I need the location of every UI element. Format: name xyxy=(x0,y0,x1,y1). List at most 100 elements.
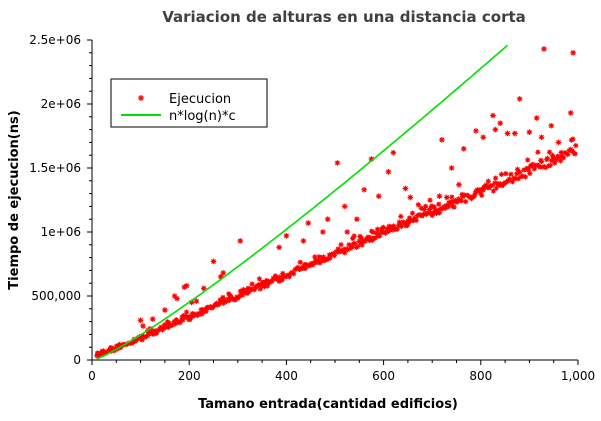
scatter-point xyxy=(210,258,217,265)
x-tick-label: 600 xyxy=(372,369,395,383)
scatter-point xyxy=(398,213,404,219)
scatter-point xyxy=(351,233,357,239)
scatter-point xyxy=(530,161,536,167)
scatter-point xyxy=(341,203,348,210)
scatter-point xyxy=(396,219,402,225)
scatter-point xyxy=(436,201,442,207)
scatter-point xyxy=(558,149,564,156)
scatter-point xyxy=(493,185,499,191)
scatter-point xyxy=(394,226,400,232)
scatter-point xyxy=(407,215,413,221)
scatter-point xyxy=(410,218,416,224)
y-axis-title: Tiempo de ejecucion(ns) xyxy=(7,110,22,289)
scatter-point xyxy=(548,122,555,129)
scatter-point xyxy=(305,220,312,226)
scatter-point xyxy=(352,240,358,247)
scatter-point xyxy=(428,210,434,216)
scatter-point xyxy=(543,164,549,171)
scatter-point xyxy=(517,169,523,175)
scatter-point xyxy=(565,151,571,158)
scatter-point xyxy=(531,166,537,172)
scatter-point xyxy=(240,286,246,293)
scatter-point xyxy=(171,293,178,299)
scatter-point xyxy=(276,244,282,251)
scatter-point xyxy=(483,182,489,188)
scatter-point xyxy=(427,197,433,203)
scatter-point xyxy=(320,229,326,235)
scatter-point xyxy=(199,311,205,317)
scatter-point xyxy=(354,216,360,222)
scatter-point xyxy=(401,220,408,226)
scatter-point xyxy=(461,192,467,198)
scatter-point xyxy=(432,207,438,213)
scatter-point xyxy=(232,297,238,303)
scatter-point xyxy=(369,237,376,243)
scatter-point xyxy=(327,255,333,261)
scatter-point xyxy=(573,142,579,149)
scatter-point xyxy=(279,277,285,283)
scatter-point xyxy=(431,204,437,210)
scatter-point xyxy=(508,171,514,177)
scatter-point xyxy=(535,149,541,155)
scatter-point xyxy=(377,233,383,239)
scatter-point xyxy=(259,283,265,289)
scatter-point xyxy=(546,149,553,155)
scatter-point xyxy=(206,304,212,311)
scatter-point xyxy=(527,170,533,177)
scatter-point xyxy=(342,250,348,256)
scatter-point xyxy=(318,255,324,261)
scatter-point xyxy=(188,299,195,306)
scatter-point xyxy=(506,176,513,182)
scatter-point xyxy=(151,331,157,337)
scatter-point xyxy=(374,226,381,232)
scatter-point xyxy=(249,281,255,287)
scatter-point xyxy=(173,317,179,323)
scatter-point xyxy=(512,176,518,182)
scatter-point xyxy=(137,317,144,324)
scatter-point xyxy=(429,203,435,210)
scatter-point xyxy=(398,223,405,230)
scatter-point xyxy=(552,160,558,166)
scatter-point xyxy=(474,187,480,193)
scatter-point xyxy=(479,192,485,198)
scatter-point xyxy=(320,254,327,260)
scatter-point xyxy=(490,188,497,194)
scatter-point xyxy=(200,308,206,314)
scatter-point xyxy=(549,152,556,158)
scatter-point xyxy=(514,166,521,172)
y-tick-label: 2.5e+06 xyxy=(29,33,81,47)
scatter-point xyxy=(450,199,456,205)
scatter-point xyxy=(431,210,437,216)
scatter-point xyxy=(541,46,547,52)
scatter-point xyxy=(425,210,431,216)
x-tick-label: 1,000 xyxy=(561,369,595,383)
scatter-point xyxy=(492,180,498,186)
scatter-point xyxy=(509,179,515,185)
scatter-point xyxy=(331,252,338,259)
scatter-point xyxy=(324,216,331,222)
scatter-point xyxy=(346,242,352,248)
y-tick-label: 1.5e+06 xyxy=(29,161,81,175)
scatter-point xyxy=(277,276,284,283)
scatter-point xyxy=(264,283,271,289)
scatter-point xyxy=(272,273,279,279)
scatter-point xyxy=(443,194,450,201)
scatter-point xyxy=(519,173,526,179)
scatter-point xyxy=(203,308,209,314)
scatter-point xyxy=(388,225,394,231)
scatter-point xyxy=(405,218,411,224)
scatter-point xyxy=(334,160,341,166)
scatter-point xyxy=(407,194,414,201)
scatter-point xyxy=(549,158,555,164)
scatter-point xyxy=(497,120,504,126)
scatter-point xyxy=(307,263,313,269)
scatter-point xyxy=(503,171,509,177)
scatter-point xyxy=(220,294,226,301)
scatter-point xyxy=(256,282,262,288)
scatter-point xyxy=(224,298,230,304)
scatter-point xyxy=(335,246,341,252)
scatter-point xyxy=(460,146,467,152)
scatter-point xyxy=(149,316,156,322)
scatter-point xyxy=(187,316,193,323)
scatter-point xyxy=(406,219,412,226)
